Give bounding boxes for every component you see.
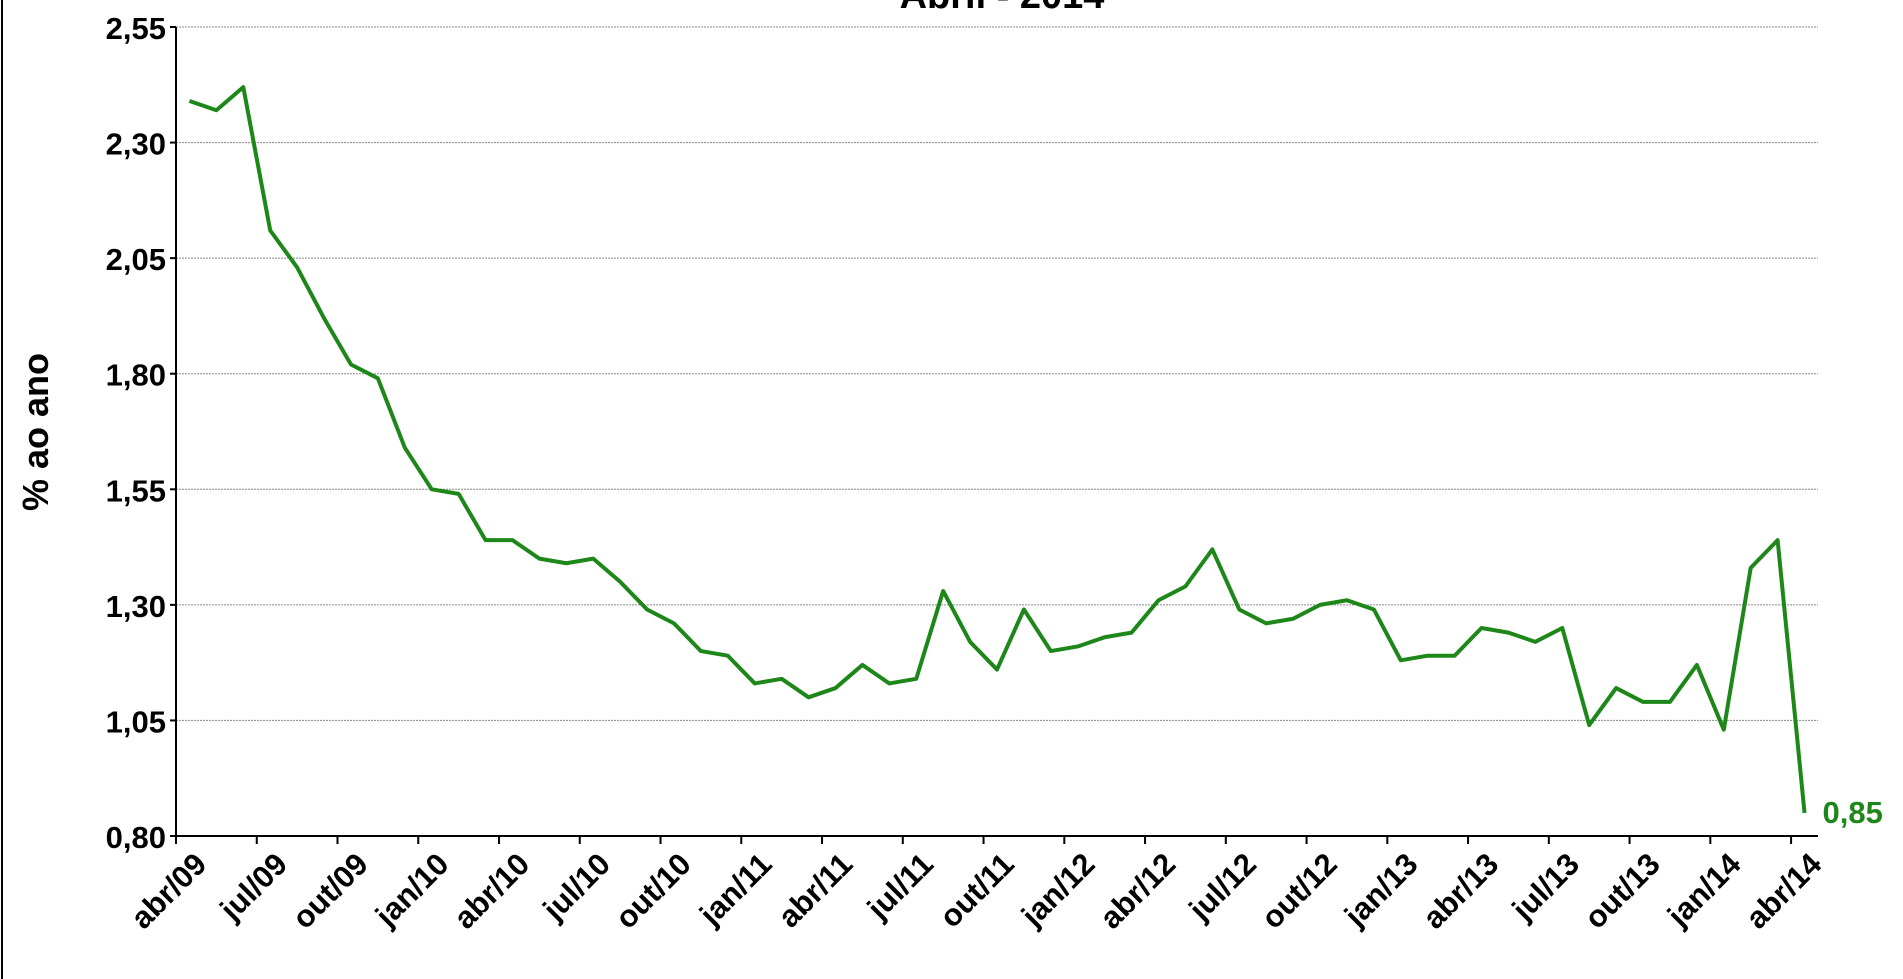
x-tick-label: jan/10	[368, 846, 456, 934]
x-tick-label: abr/10	[447, 846, 536, 935]
x-tick-label: jan/13	[1337, 846, 1425, 934]
x-tick-label: abr/11	[771, 846, 859, 934]
y-axis-label: % ao ano	[15, 353, 56, 511]
x-tick-label: abr/14	[1739, 846, 1829, 936]
x-tick-label: out/10	[608, 846, 697, 935]
x-tick-label: jul/10	[536, 846, 618, 928]
x-tick-label: jul/09	[213, 846, 295, 928]
x-tick-label: out/11	[933, 846, 1021, 934]
x-tick-label: jan/14	[1660, 846, 1748, 934]
x-tick-label: jul/12	[1182, 846, 1264, 928]
x-tick-label: jul/13	[1505, 846, 1587, 928]
y-tick-label: 2,30	[106, 127, 166, 162]
x-tick-label: jan/11	[692, 846, 778, 932]
x-tick-label: jul/11	[860, 846, 940, 926]
x-tick-label: jan/12	[1014, 846, 1102, 934]
x-tick-label: out/13	[1578, 846, 1667, 935]
line-series	[188, 85, 1807, 814]
chart-title: Abril - 2014	[900, 0, 1105, 17]
y-tick-label: 1,55	[106, 473, 166, 508]
x-tick-label: abr/09	[124, 846, 213, 935]
y-tick-label: 0,80	[106, 820, 166, 855]
x-tick-label: out/09	[285, 846, 374, 935]
x-tick-label: out/12	[1255, 846, 1344, 935]
y-tick-label: 1,80	[106, 358, 166, 393]
x-tick-label: abr/13	[1416, 846, 1505, 935]
x-tick-label: abr/12	[1093, 846, 1182, 935]
y-tick-label: 2,05	[106, 242, 166, 277]
data-label: 0,85	[1823, 795, 1883, 830]
y-tick-label: 1,30	[106, 589, 166, 624]
y-tick-label: 2,55	[106, 11, 166, 46]
y-tick-label: 1,05	[106, 704, 166, 739]
